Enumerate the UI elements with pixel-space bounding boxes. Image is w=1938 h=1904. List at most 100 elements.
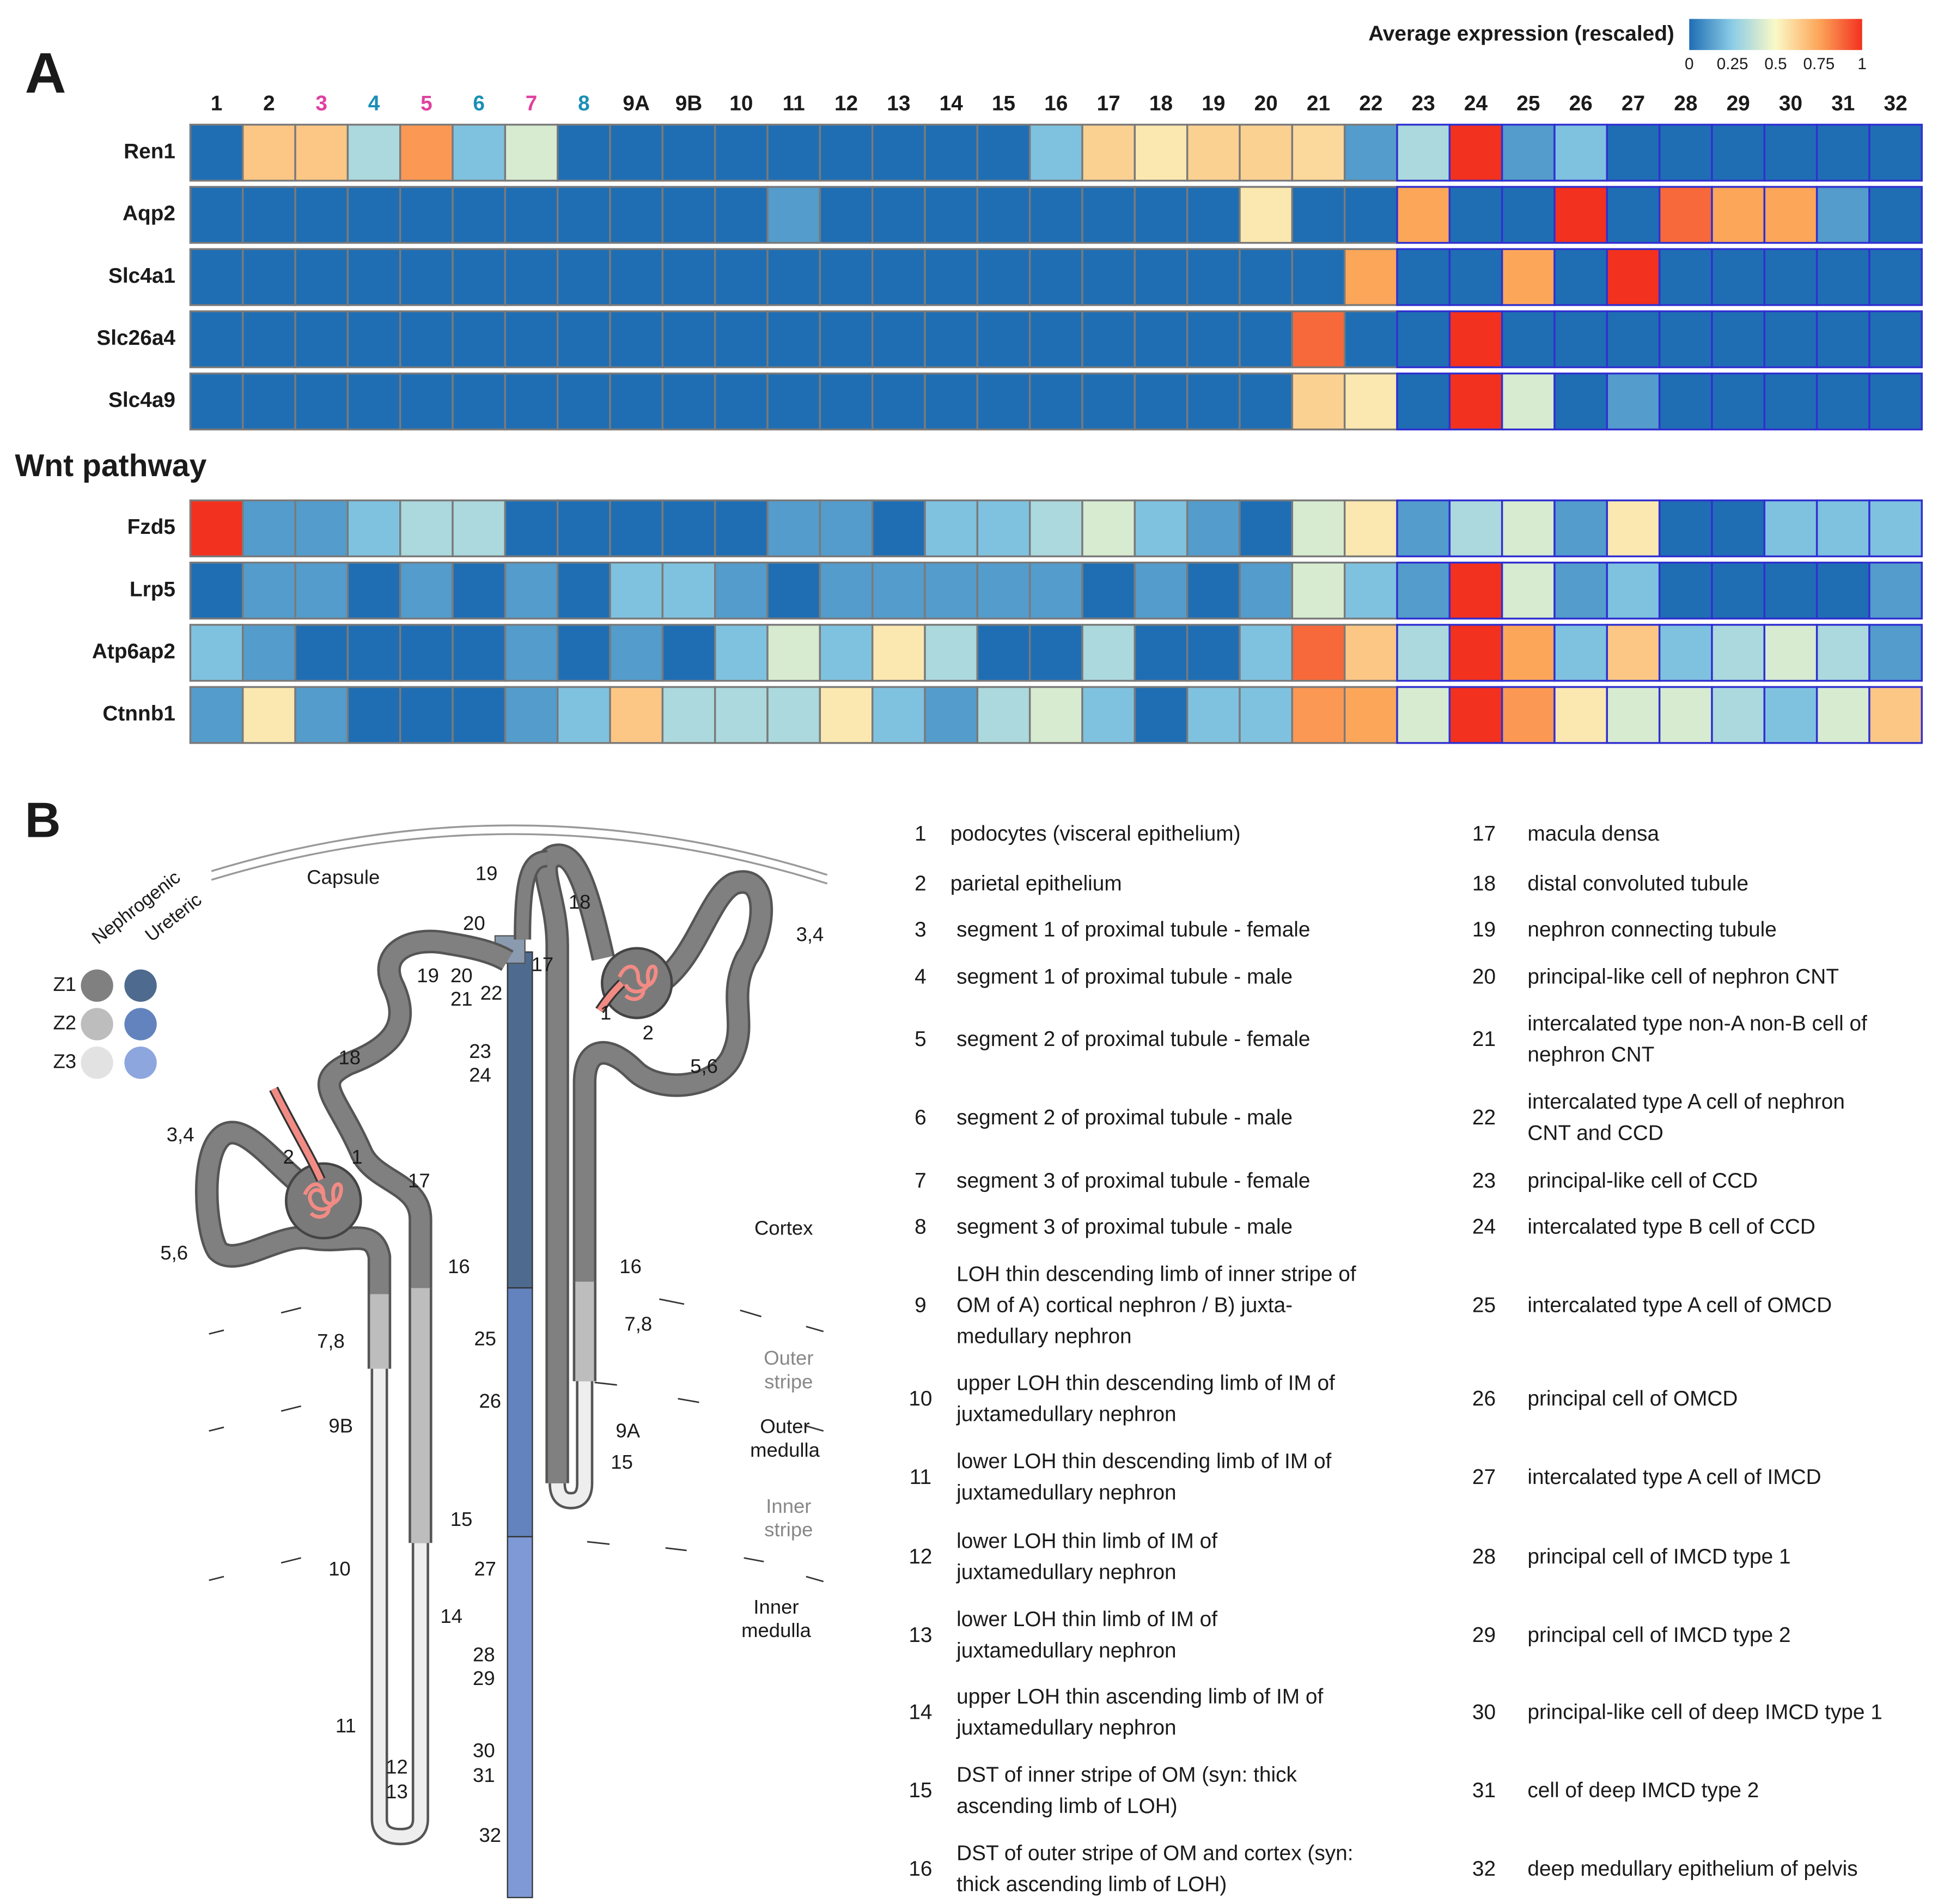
column-label: 31 xyxy=(1831,92,1855,115)
heatmap-cell xyxy=(557,686,611,744)
heatmap-cell xyxy=(1606,624,1661,682)
heatmap-cell xyxy=(1343,686,1398,744)
heatmap-cell xyxy=(661,686,716,744)
heatmap-cell xyxy=(1291,186,1346,244)
column-label: 9A xyxy=(623,92,650,115)
heatmap-cell xyxy=(609,499,664,557)
heatmap-cell xyxy=(1868,248,1923,306)
heatmap-cell xyxy=(1763,372,1818,431)
zone-swatch xyxy=(81,969,113,1002)
column-label: 25 xyxy=(1516,92,1540,115)
column-label: 18 xyxy=(1149,92,1173,115)
column-label: 30 xyxy=(1779,92,1802,115)
colorbar-title: Average expression (rescaled) xyxy=(1368,22,1674,46)
legend-text: principal cell of IMCD type 1 xyxy=(1527,1545,1790,1568)
legend-number: 13 xyxy=(909,1623,932,1647)
diagram-label: 3,4 xyxy=(167,1123,194,1146)
legend-number: 10 xyxy=(909,1387,932,1410)
group-title: Wnt pathway xyxy=(15,448,206,483)
column-label: 32 xyxy=(1884,92,1907,115)
heatmap-cell xyxy=(1186,624,1241,682)
heatmap-cell xyxy=(1711,499,1766,557)
zone-boundary xyxy=(806,1575,824,1583)
heatmap-cell xyxy=(1815,686,1870,744)
diagram-label: 7,8 xyxy=(624,1312,652,1335)
heatmap-cell xyxy=(1868,124,1923,182)
heatmap-cell xyxy=(1501,248,1556,306)
row-label: Slc4a1 xyxy=(108,264,175,288)
thin-limb xyxy=(551,1381,591,1507)
heatmap-cell xyxy=(1343,372,1398,431)
heatmap-cell xyxy=(1186,372,1241,431)
heatmap-cell xyxy=(1868,499,1923,557)
heatmap-cell xyxy=(924,561,979,620)
heatmap-cell xyxy=(1343,561,1398,620)
heatmap-cell xyxy=(1239,686,1294,744)
heatmap-cell xyxy=(1815,124,1870,182)
heatmap-cell xyxy=(242,186,296,244)
heatmap-cell xyxy=(1553,186,1608,244)
heatmap-cell xyxy=(1868,310,1923,368)
heatmap-cell xyxy=(1081,310,1136,368)
heatmap-cell xyxy=(924,686,979,744)
heatmap-cell xyxy=(346,624,401,682)
heatmap-cell xyxy=(1501,186,1556,244)
heatmap-cell xyxy=(504,499,559,557)
row-label: Ren1 xyxy=(124,139,175,163)
heatmap-cell xyxy=(189,124,244,182)
heatmap-cell xyxy=(294,686,349,744)
heatmap-cell xyxy=(1606,310,1661,368)
legend-number: 22 xyxy=(1472,1106,1496,1129)
heatmap-cell xyxy=(294,310,349,368)
diagram-label: 5,6 xyxy=(690,1055,718,1078)
thick-ascending xyxy=(537,845,613,1483)
colorbar-tick-label: 0.75 xyxy=(1803,55,1835,73)
thin-limb xyxy=(373,1368,427,1843)
heatmap-cell xyxy=(1606,124,1661,182)
heatmap-cell xyxy=(1448,248,1503,306)
heatmap-cell xyxy=(766,561,821,620)
heatmap-cell xyxy=(871,248,926,306)
diagram-label: 22 xyxy=(480,982,503,1004)
column-label: 6 xyxy=(473,92,485,115)
heatmap-cell xyxy=(1133,310,1189,368)
heatmap-cell xyxy=(294,372,349,431)
heatmap-cell xyxy=(976,686,1031,744)
heatmap-cell xyxy=(1448,624,1503,682)
region-label: Outer xyxy=(764,1347,813,1369)
heatmap-cell xyxy=(976,499,1031,557)
zone-boundary xyxy=(281,1405,301,1412)
column-label: 27 xyxy=(1622,92,1645,115)
heatmap-cell xyxy=(1291,248,1346,306)
legend-text: deep medullary epithelium of pelvis xyxy=(1527,1857,1857,1881)
heatmap-cell xyxy=(1501,124,1556,182)
diagram-label: 24 xyxy=(469,1064,491,1086)
heatmap-cell xyxy=(924,310,979,368)
diagram-label: 9A xyxy=(615,1420,640,1442)
legend-number: 19 xyxy=(1472,918,1496,941)
column-label: 14 xyxy=(940,92,964,115)
diagram-label: 11 xyxy=(336,1714,356,1737)
heatmap-cell xyxy=(1501,310,1556,368)
heatmap-cell xyxy=(1658,310,1713,368)
heatmap-cell xyxy=(1081,686,1136,744)
heatmap-cell xyxy=(1028,186,1083,244)
heatmap-cell xyxy=(976,624,1031,682)
legend-text: juxtamedullary nephron xyxy=(956,1716,1176,1739)
heatmap-cell xyxy=(452,686,507,744)
heatmap-cell xyxy=(399,561,454,620)
heatmap-cell xyxy=(1239,624,1294,682)
diagram-label: 15 xyxy=(611,1451,633,1473)
legend-text: upper LOH thin descending limb of IM of xyxy=(956,1371,1335,1395)
zone-boundary xyxy=(281,1307,301,1314)
legend-number: 27 xyxy=(1472,1465,1496,1489)
heatmap-cell xyxy=(242,310,296,368)
heatmap-cell xyxy=(661,124,716,182)
heatmap-cell xyxy=(1081,561,1136,620)
heatmap-cell xyxy=(609,248,664,306)
legend-text: OM of A) cortical nephron / B) juxta- xyxy=(956,1294,1293,1317)
heatmap-cell xyxy=(661,248,716,306)
heatmap-cell xyxy=(1815,248,1870,306)
heatmap-cell xyxy=(1763,186,1818,244)
column-label: 24 xyxy=(1464,92,1488,115)
